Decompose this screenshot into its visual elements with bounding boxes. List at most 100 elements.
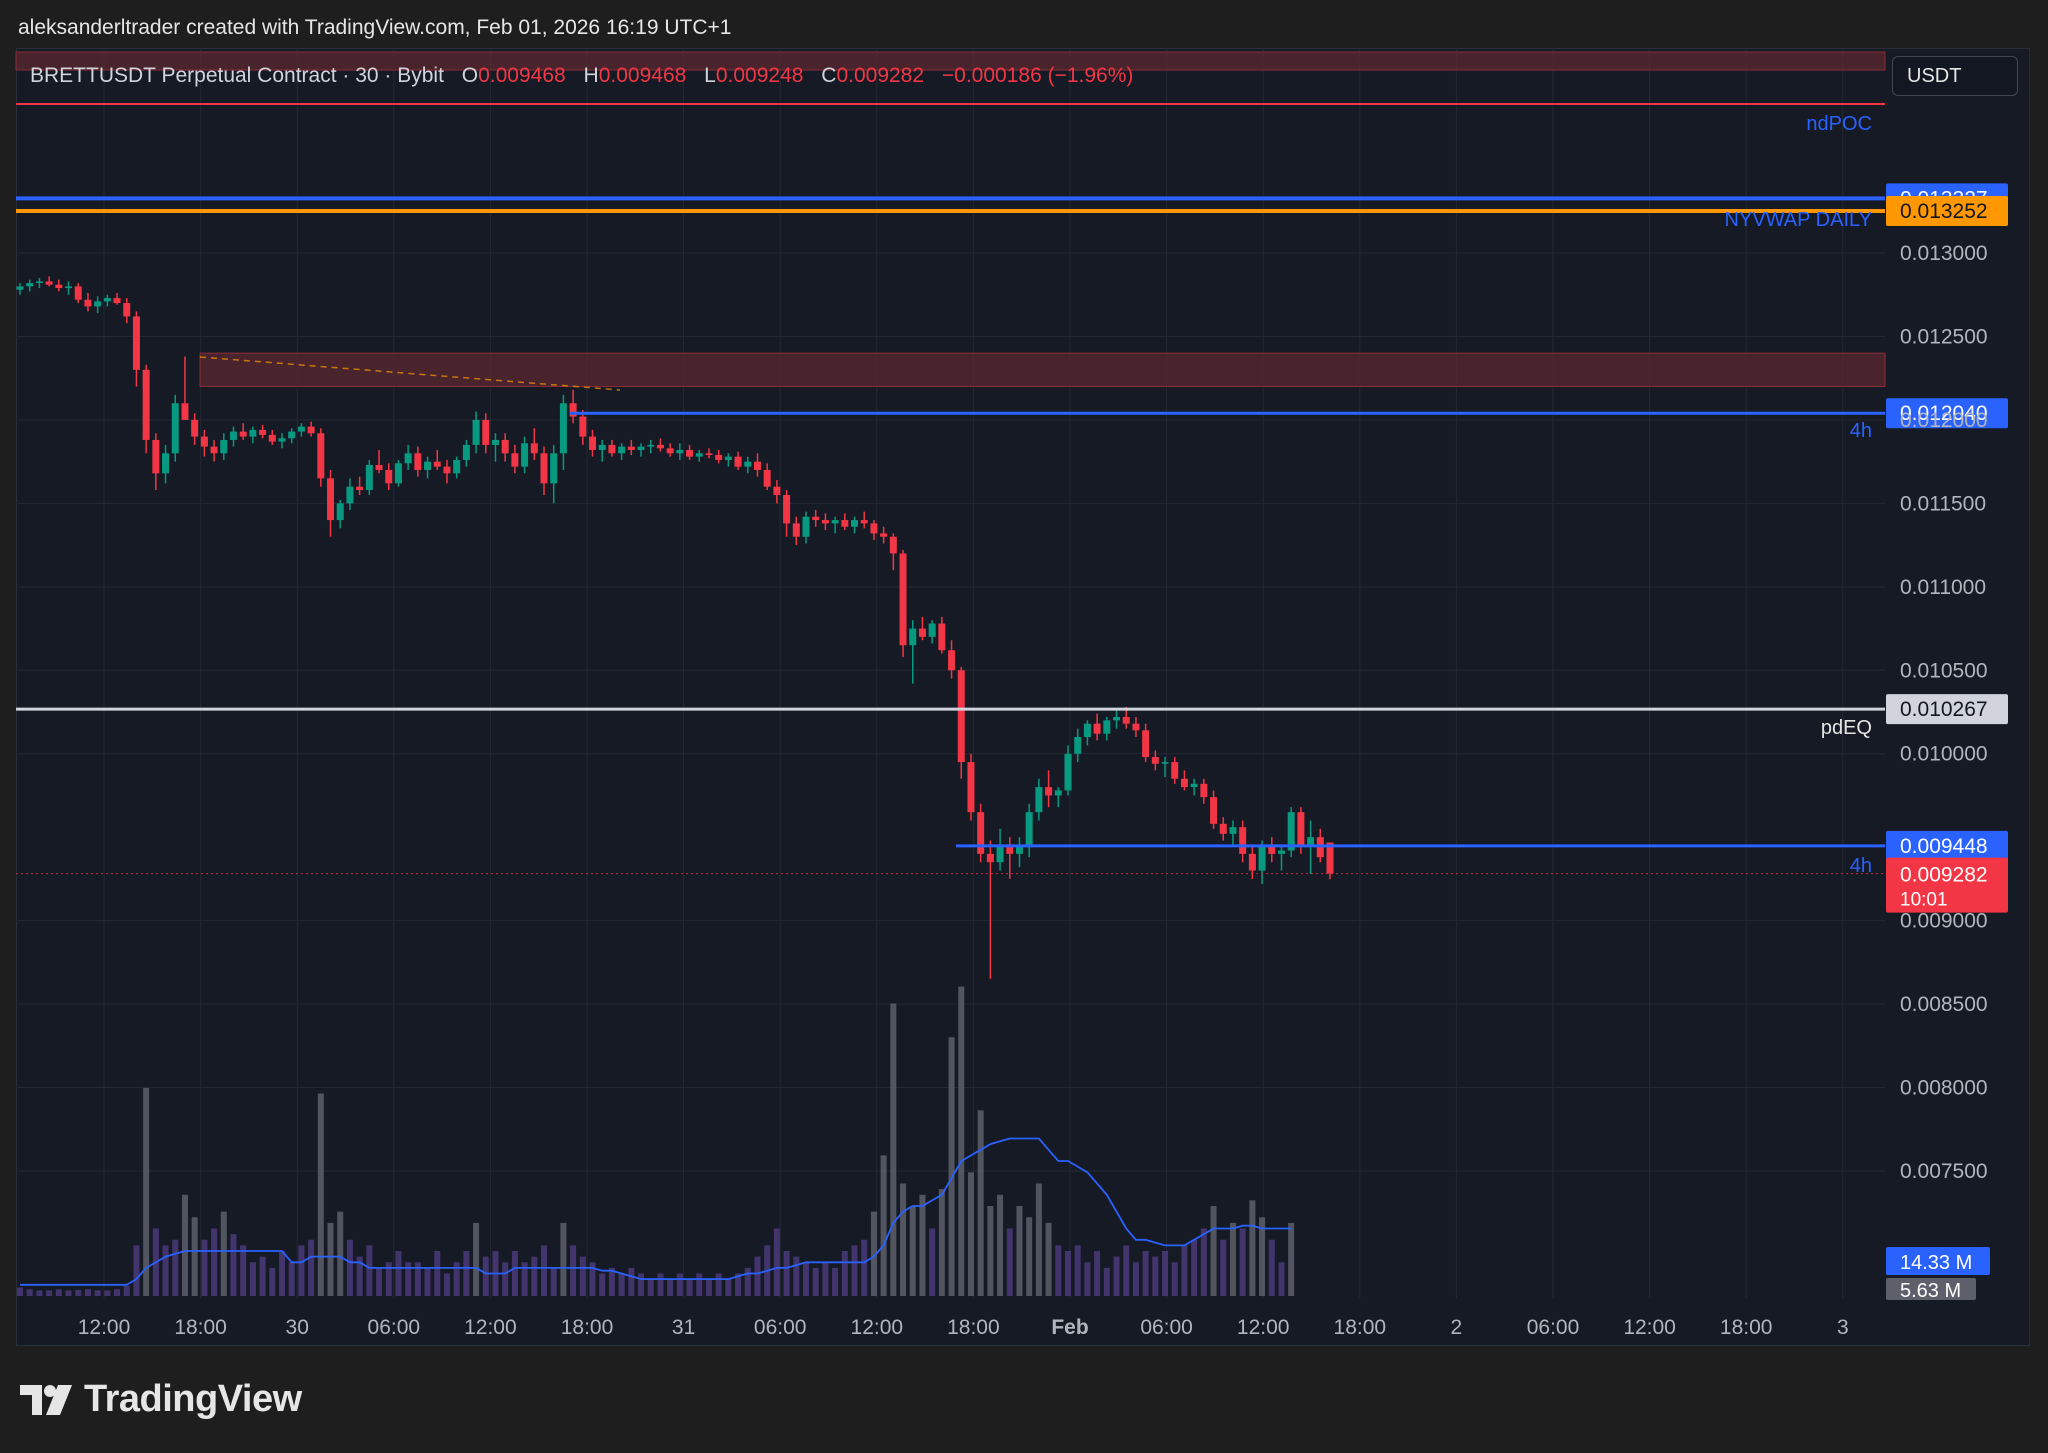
volume-bar [1152,1256,1159,1296]
x-tick-label: 12:00 [1237,1316,1290,1339]
candle-body [569,403,577,417]
candle-body [220,439,228,454]
volume-bar [240,1245,247,1296]
volume-bar [84,1289,91,1296]
tradingview-logo-icon [20,1384,72,1415]
candle-body [191,419,199,437]
candle-body [404,453,412,464]
tradingview-logo-text: TradingView [84,1378,302,1420]
candle-body [278,438,286,442]
volume-bar [1103,1267,1110,1296]
volume-layer [17,986,1295,1296]
candle-body [317,433,325,479]
x-tick-label: 30 [286,1316,309,1339]
high-value: 0.009468 [598,64,687,87]
volume-bar [511,1251,518,1296]
candle-body [579,416,587,437]
candle-body [210,446,218,454]
candle-body [1035,787,1043,813]
candle-body [909,628,917,646]
volume-bar [346,1239,353,1296]
volume-bar [744,1267,751,1296]
volume-bar [1268,1239,1275,1296]
volume-bar [114,1289,121,1296]
candle-body [453,459,461,474]
volume-bar [696,1273,703,1296]
volume-bar [938,1189,945,1296]
y-tick-label: 0.012000 [1900,409,1988,432]
candle-body [45,281,53,285]
volume-ma-label: 14.33 M [1900,1252,1972,1274]
y-tick-label: 0.010500 [1900,659,1988,682]
candle-body [705,453,713,455]
candle-body [239,431,247,437]
candle-body [521,443,529,467]
candle-body [113,298,121,304]
volume-bar [288,1262,295,1296]
volume-bar [385,1262,392,1296]
close-key: C [821,64,837,87]
level-price-badge-3 [1886,398,2008,429]
volume-bar [443,1273,450,1296]
candle-body [686,449,694,457]
level-price-label-4: 0.010267 [1900,698,1988,721]
volume-bar [822,1262,829,1296]
candle-body [1171,762,1179,779]
candle-body [802,516,810,537]
candle-body [550,453,558,484]
symbol-label[interactable]: BRETTUSDT Perpetual Contract · 30 · Bybi… [30,64,444,87]
candle-body [375,464,383,470]
candle-body [695,453,703,457]
candle-body [559,403,567,454]
volume-bar [104,1290,111,1296]
volume-bar [55,1289,62,1296]
candle-body [152,439,160,474]
volume-bar [46,1290,53,1296]
currency-unit-button[interactable]: USDT [1892,56,2018,96]
candle-body [724,456,732,460]
candle-body [336,503,344,521]
candle-body [637,446,645,450]
candle-body [249,429,257,437]
candle-body [229,431,237,440]
volume-bar [783,1251,790,1296]
volume-bar [599,1273,606,1296]
volume-bar [1162,1251,1169,1296]
volume-bar [1288,1222,1295,1296]
volume-bar [1181,1245,1188,1296]
candle-body [598,444,606,450]
candle-body [647,444,655,447]
candle-body [385,469,393,484]
volume-bar [220,1211,227,1296]
candle-body [1006,845,1014,854]
candle-body [1190,783,1198,788]
volume-bar [298,1245,305,1296]
candle-body [986,853,994,863]
candle-body [55,284,63,289]
zone-layer [15,51,1886,391]
volume-bar [705,1279,712,1296]
candle-body [880,533,888,537]
volume-bar [541,1245,547,1296]
supply-zone-0 [199,352,1886,388]
candle-body [1248,853,1256,871]
volume-bar [1220,1239,1227,1296]
y-tick-label: 0.013000 [1900,242,1988,265]
chart-frame[interactable] [16,48,2030,1346]
candle-body [1064,753,1072,791]
volume-bar [502,1262,509,1296]
volume-bar [249,1262,256,1296]
volume-bar [133,1245,140,1296]
volume-bar [414,1262,421,1296]
x-tick-label: 18:00 [174,1316,227,1339]
volume-bar [482,1256,489,1296]
volume-bar [997,1194,1004,1296]
candle-body [928,623,936,637]
volume-bar [162,1245,169,1296]
candle-body [812,516,820,521]
candle-body [26,283,34,287]
tradingview-logo[interactable]: TradingView [20,1378,302,1421]
candle-body [123,303,131,317]
low-value: 0.009248 [715,64,804,87]
